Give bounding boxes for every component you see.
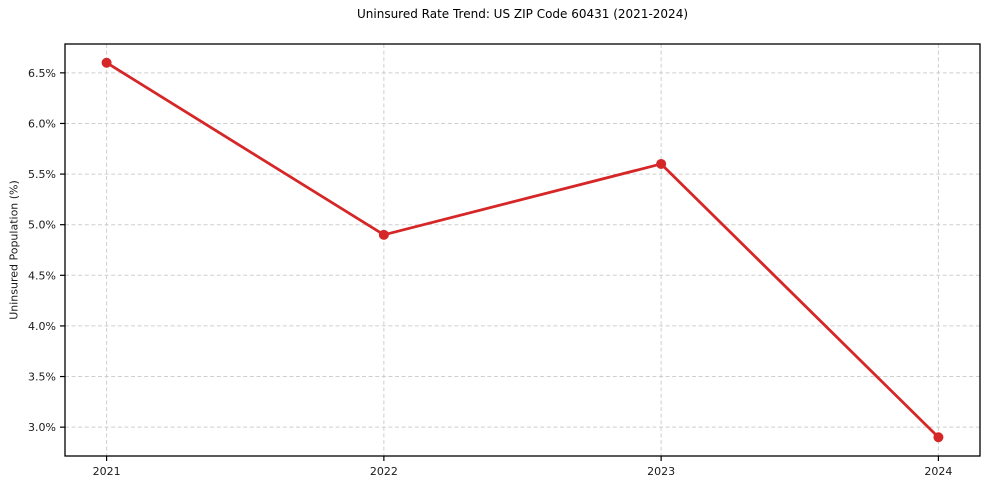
y-tick-label: 5.0% [28,219,56,232]
y-tick-label: 4.5% [28,269,56,282]
trend-line [105,61,940,439]
data-point [101,57,112,68]
x-tick-label: 2022 [370,465,398,478]
y-tick-label: 6.0% [28,117,56,130]
y-tick-label: 6.5% [28,67,56,80]
y-tick-label: 3.0% [28,421,56,434]
chart-title: Uninsured Rate Trend: US ZIP Code 60431 … [356,7,689,21]
x-tick-label: 2024 [924,465,952,478]
x-tick-label: 2021 [93,465,121,478]
data-point [656,158,667,169]
y-tick-label: 3.5% [28,371,56,384]
plot-border [64,43,981,457]
y-tick-label: 5.5% [28,168,56,181]
data-point [933,432,944,443]
x-tick-label: 2023 [647,465,675,478]
y-tick-label: 4.0% [28,320,56,333]
data-point [378,229,389,240]
